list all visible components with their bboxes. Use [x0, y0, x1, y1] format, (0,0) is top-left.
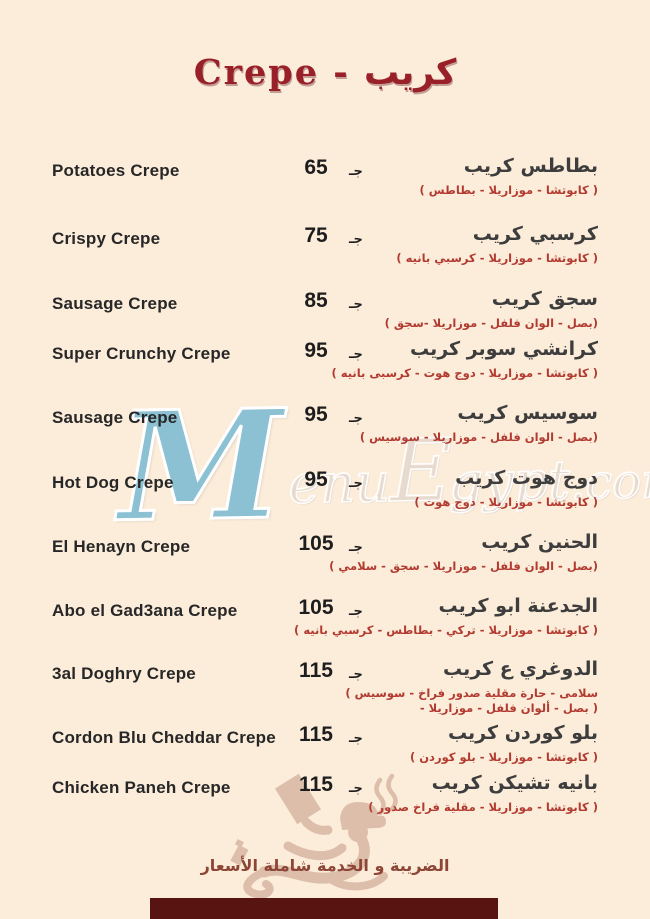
item-name-arabic: كريب‎ ابو‎ الجدعنة — [438, 595, 598, 617]
item-description-arabic: (‎ بطاطس‎ -‎ موزاريلا‎ -‎ كابوتشا‎ ) — [419, 183, 598, 197]
item-price: 75 — [304, 224, 328, 247]
currency-symbol: جـ — [349, 411, 363, 426]
item-name-english: Crispy Crepe — [52, 229, 161, 248]
footer-note: الأسعار‎ شاملة‎ الخدمة‎ و‎ الضريبة — [200, 856, 450, 875]
item-name-arabic: كريب‎ هوت‎ دوج — [455, 467, 598, 489]
item-arabic-block: كريب‎ كوردن‎ بلو (‎ كوردن‎ بلو‎ -‎ موزار… — [410, 722, 598, 765]
item-name-english: Chicken Paneh Crepe — [52, 778, 231, 797]
item-arabic-block: كريب‎ سجق (‎ سجق-‎ موزاريلا‎ -‎ فلفل‎ ال… — [385, 288, 598, 331]
item-price: 95 — [304, 339, 328, 362]
item-price: 95 — [304, 468, 328, 491]
item-name-english: Potatoes Crepe — [52, 161, 180, 180]
item-price: 95 — [304, 403, 328, 426]
item-name-english: Hot Dog Crepe — [52, 473, 174, 492]
item-arabic-block: كريب‎ الحنين (‎ سلامي‎ -‎ سجق‎ -‎ موزاري… — [329, 531, 598, 574]
item-arabic-block: كريب‎ سوسيس (‎ سوسيس‎ -‎ موزاريلا‎ -‎ فل… — [360, 402, 598, 445]
item-arabic-block: كريب‎ كرسبي (‎ بانيه‎ كرسبي‎ -‎ موزاريلا… — [396, 223, 598, 266]
currency-symbol: جـ — [349, 297, 363, 312]
currency-symbol: جـ — [349, 540, 363, 555]
currency-symbol: جـ — [349, 232, 363, 247]
currency-symbol: جـ — [349, 781, 363, 796]
item-price: 115 — [299, 773, 333, 796]
item-name-arabic: كريب‎ سوسيس — [457, 402, 598, 424]
item-price: 105 — [298, 532, 334, 555]
item-description-arabic: (‎ سوسيس‎ -‎ فراخ‎ صدور‎ مقلية‎ حارة‎ -‎… — [345, 686, 598, 700]
currency-symbol: جـ — [349, 476, 363, 491]
currency-symbol: جـ — [349, 667, 363, 682]
footer-bar — [150, 898, 498, 919]
item-arabic-block: كريب‎ هوت‎ دوج (‎ هوت‎ دوج‎ -‎ موزاريلا‎… — [414, 467, 598, 510]
item-name-arabic: كريب‎ كوردن‎ بلو — [447, 722, 598, 744]
item-description-arabic: (‎ سجق-‎ موزاريلا‎ -‎ فلفل‎ الوان‎ -‎ بص… — [384, 316, 598, 330]
item-name-english: Cordon Blu Cheddar Crepe — [52, 728, 276, 747]
item-price: 115 — [299, 723, 333, 746]
item-arabic-block: كريب‎ ابو‎ الجدعنة (‎ بانيه‎ كرسبي‎ -‎ ب… — [294, 595, 598, 638]
item-description-arabic: (‎ بانيه‎ كرسبي‎ -‎ بطاطس‎ -‎ تركي‎ -‎ م… — [294, 623, 598, 637]
item-name-arabic: كريب‎ بطاطس — [463, 155, 598, 177]
currency-symbol: جـ — [349, 604, 363, 619]
item-name-english: Abo el Gad3ana Crepe — [52, 601, 238, 620]
item-description-arabic: (‎ سوسيس‎ -‎ موزاريلا‎ -‎ فلفل‎ الوان‎ -… — [359, 430, 598, 444]
item-name-english: 3al Doghry Crepe — [52, 664, 196, 683]
item-name-arabic: كريب‎ ع‎ الدوغري — [442, 658, 598, 680]
currency-symbol: جـ — [349, 731, 363, 746]
item-price: 65 — [304, 156, 328, 179]
item-description-arabic: (‎ صدور‎ فراخ‎ مقلية‎ -‎ موزاريلا‎ -‎ كا… — [368, 800, 598, 814]
item-name-english: Sausage Crepe — [52, 408, 178, 427]
item-arabic-block: كريب‎ ع‎ الدوغري (‎ سوسيس‎ -‎ فراخ‎ صدور… — [345, 658, 598, 716]
item-name-arabic: كريب‎ سوبر‎ كرانشي — [409, 338, 598, 360]
item-description-arabic: (‎ هوت‎ دوج‎ -‎ موزاريلا‎ -‎ كابوتشا‎ ) — [414, 495, 598, 509]
item-name-arabic: كريب‎ سجق — [491, 288, 598, 310]
item-name-english: Sausage Crepe — [52, 294, 178, 313]
item-price: 105 — [298, 596, 334, 619]
item-name-arabic: كريب‎ تشيكن‎ بانيه — [431, 772, 598, 794]
item-name-english: El Henayn Crepe — [52, 537, 191, 556]
item-price: 85 — [304, 289, 328, 312]
item-description-arabic: (‎ سلامي‎ -‎ سجق‎ -‎ موزاريلا‎ -‎ فلفل‎ … — [329, 559, 598, 573]
page-title: Crepe - كريب — [193, 52, 457, 93]
item-arabic-block: كريب‎ تشيكن‎ بانيه (‎ صدور‎ فراخ‎ مقلية‎… — [368, 772, 598, 815]
item-name-arabic: كريب‎ كرسبي — [472, 223, 598, 245]
currency-symbol: جـ — [349, 164, 363, 179]
item-description-arabic: (‎ بانيه‎ كرسبي‎ -‎ موزاريلا‎ -‎ كابوتشا… — [396, 251, 598, 265]
item-arabic-block: كريب‎ بطاطس (‎ بطاطس‎ -‎ موزاريلا‎ -‎ كا… — [420, 155, 598, 198]
currency-symbol: جـ — [349, 347, 363, 362]
item-name-english: Super Crunchy Crepe — [52, 344, 231, 363]
item-description-arabic: (‎ بانيه‎ كرسبى‎ -‎ هوت‎ دوج‎ -‎ موزاريل… — [331, 366, 598, 380]
item-price: 115 — [299, 659, 333, 682]
item-description-arabic-line2: -‎ موزاريلا‎ -‎ فلفل‎ ألوان‎ -‎ بصل‎ ) — [419, 701, 598, 715]
item-description-arabic: (‎ كوردن‎ بلو‎ -‎ موزاريلا‎ -‎ كابوتشا‎ … — [409, 750, 598, 764]
item-arabic-block: كريب‎ سوبر‎ كرانشي (‎ بانيه‎ كرسبى‎ -‎ ه… — [331, 338, 598, 381]
chef-illustration — [230, 773, 398, 899]
item-name-arabic: كريب‎ الحنين — [481, 531, 598, 553]
